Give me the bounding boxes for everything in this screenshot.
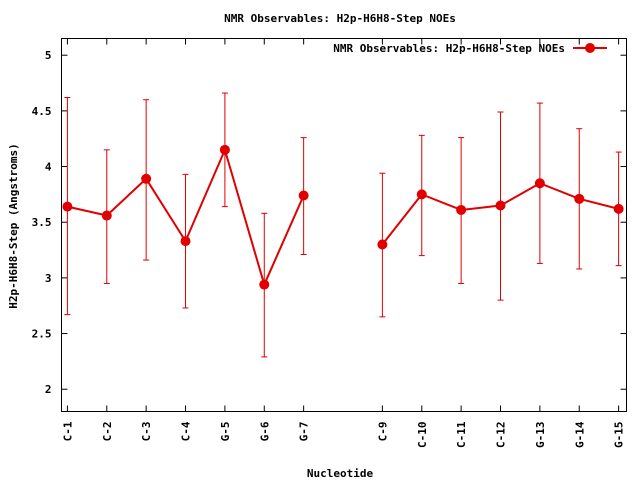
x-tick-label: C-12 [495,422,508,449]
x-axis: C-1 C-2 C-3 C-4 G-5 G-6 G-7 C-9 C-10 C-11 C-12 G-13… [61,38,626,449]
data-point [574,193,585,204]
data-point [613,203,624,214]
x-tick-label: C-9 [376,422,389,442]
series-lines [67,148,619,286]
x-tick-label: C-1 [61,421,74,441]
y-tick-label: 3 [45,272,52,285]
legend: NMR Observables: H2p-H6H8-Step NOEs [333,42,607,55]
y-tick-label: 2.5 [32,328,52,341]
y-tick-label: 2 [45,383,52,396]
x-tick-label: G-6 [258,421,271,441]
x-tick-label: G-15 [613,422,626,449]
x-tick-label: C-3 [140,422,153,442]
legend-marker [585,43,595,53]
x-tick-label: G-13 [534,422,547,449]
data-points [62,144,624,290]
x-tick-label: C-11 [455,421,468,448]
data-point [219,144,230,155]
chart-title: NMR Observables: H2p-H6H8-Step NOEs [224,12,456,25]
data-point [377,239,388,250]
x-tick-label: G-7 [298,422,311,442]
data-point [180,236,191,247]
error-bars [64,92,622,358]
data-point [101,210,112,221]
x-tick-label: G-5 [219,422,232,442]
data-point [259,279,270,290]
y-tick-label: 5 [45,49,52,62]
data-point [416,189,427,200]
y-tick-label: 4.5 [32,105,52,118]
y-axis-label: H2p-H6H8-Step (Angstroms) [7,143,20,309]
data-point [298,190,309,201]
y-axis: 2 2.5 3 3.5 4 4.5 5 [32,49,627,396]
data-point [456,204,467,215]
x-tick-label: C-2 [101,422,114,442]
plot-frame [61,38,627,412]
data-point [62,201,73,212]
x-axis-label: Nucleotide [307,467,374,480]
legend-label: NMR Observables: H2p-H6H8-Step NOEs [333,42,565,55]
y-tick-label: 3.5 [32,216,52,229]
x-tick-label: C-4 [180,421,193,441]
data-point [495,200,506,211]
y-tick-label: 4 [45,161,52,174]
x-tick-label: C-10 [416,422,429,449]
data-point [534,178,545,189]
x-tick-label: G-14 [573,421,586,448]
data-point [141,173,152,184]
